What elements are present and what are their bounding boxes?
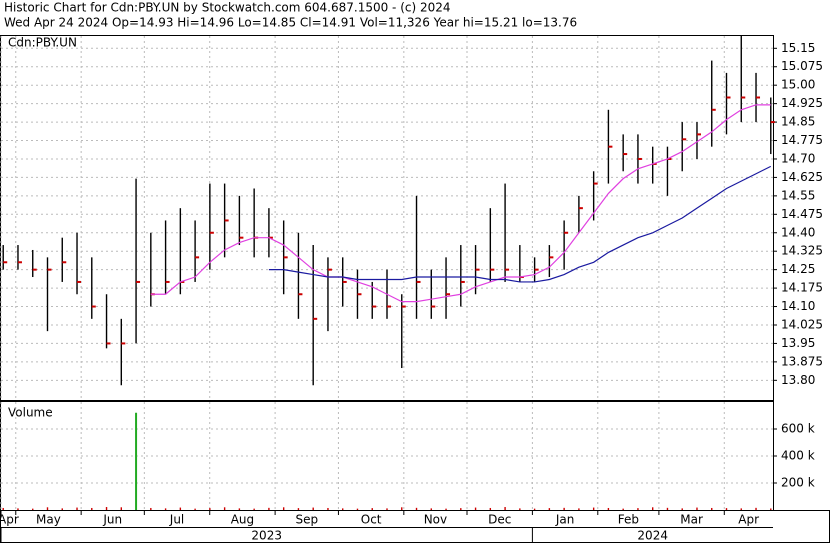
y-tick-label: 14.175 [781,281,823,295]
symbol-label: Cdn:PBY.UN [8,36,77,50]
x-tick-label: Aug [231,513,254,527]
year-label: 2023 [251,529,282,543]
x-tick-label: Sep [295,513,318,527]
y-tick-label: 14.025 [781,317,823,331]
y-tick-label: 600 k [781,422,815,436]
y-tick-label: 13.80 [781,373,815,387]
moving-average [268,165,772,283]
x-tick-label: Oct [361,513,382,527]
x-tick-label: Jun [102,513,122,527]
y-tick-label: 14.475 [781,207,823,221]
y-tick-label: 14.775 [781,133,823,147]
y-tick-label: 13.95 [781,336,815,350]
x-tick-label: Nov [424,513,447,527]
y-tick-label: 14.25 [781,262,815,276]
x-tick-label: Mar [680,513,703,527]
y-tick-label: 15.075 [781,59,823,73]
y-tick-label: 14.10 [781,299,815,313]
y-tick-label: 14.40 [781,225,815,239]
y-tick-label: 14.925 [781,96,823,110]
y-tick-label: 14.85 [781,115,815,129]
y-tick-label: 14.325 [781,244,823,258]
chart-subtitle: Wed Apr 24 2024 Op=14.93 Hi=14.96 Lo=14.… [4,16,577,30]
y-tick-label: 14.70 [781,151,815,165]
x-tick-label: Jul [169,513,184,527]
x-tick-label: May [36,513,61,527]
moving-average [150,104,771,303]
volume-label: Volume [8,406,53,420]
year-label: 2024 [637,529,668,543]
y-tick-label: 15.15 [781,41,815,55]
y-tick-label: 13.875 [781,354,823,368]
x-tick-label: Dec [488,513,511,527]
y-tick-label: 14.55 [781,188,815,202]
y-tick-label: 200 k [781,476,815,490]
x-tick-label: Feb [618,513,639,527]
y-tick-label: 400 k [781,449,815,463]
x-tick-label: Apr [0,513,19,527]
y-tick-label: 15.00 [781,78,815,92]
x-tick-label: Apr [738,513,759,527]
y-tick-label: 14.625 [781,170,823,184]
x-tick-label: Jan [555,513,575,527]
chart-title: Historic Chart for Cdn:PBY.UN by Stockwa… [4,1,451,15]
